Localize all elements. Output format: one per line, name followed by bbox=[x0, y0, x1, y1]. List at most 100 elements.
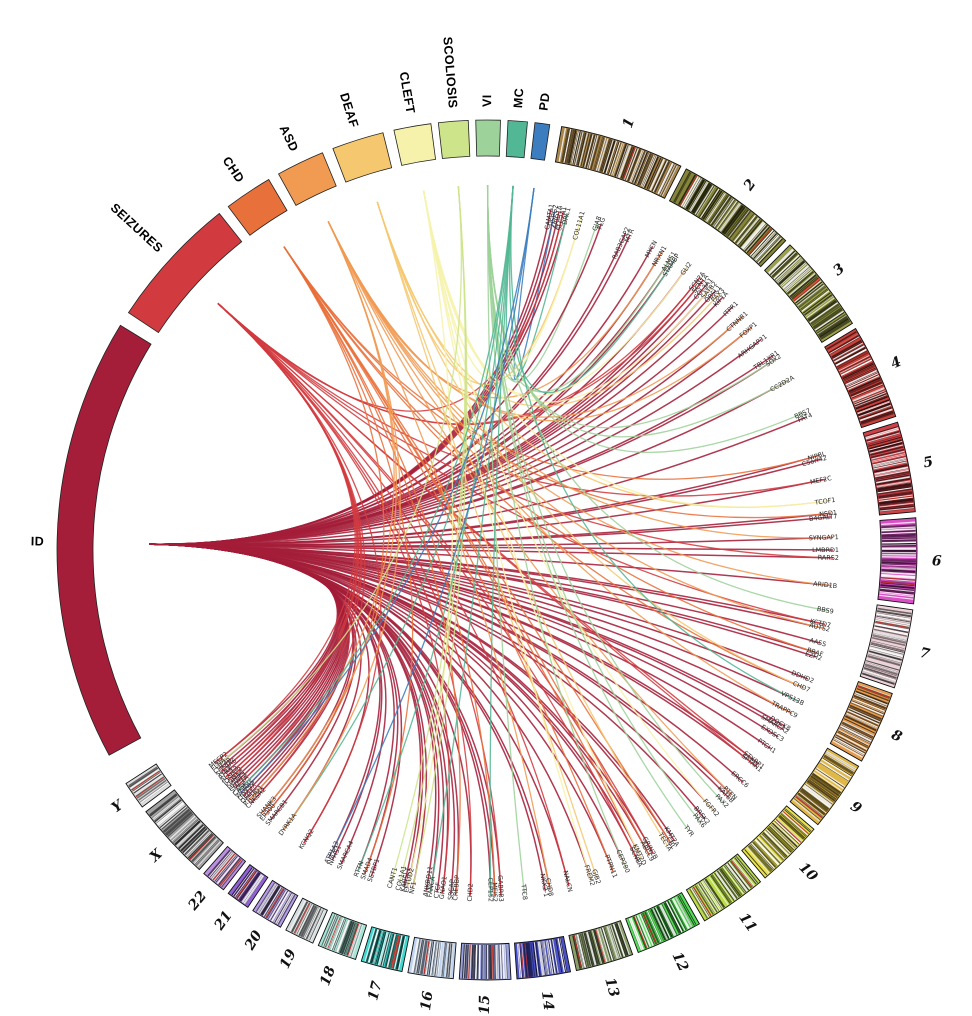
chromosome-band bbox=[659, 904, 676, 936]
chromosome-band bbox=[667, 900, 685, 932]
link-CLEFT-FREM2 bbox=[422, 190, 592, 881]
phenotype-label-VI: VI bbox=[480, 94, 494, 107]
chromosome-band bbox=[806, 782, 835, 803]
chromosome-band bbox=[624, 147, 638, 181]
chromosome-band bbox=[574, 131, 584, 166]
chromosome-band bbox=[521, 943, 526, 978]
chromosome-band bbox=[881, 572, 916, 576]
chromosome-label-21: 21 bbox=[211, 908, 236, 934]
chromosome-band bbox=[444, 943, 450, 978]
chromosome-band bbox=[861, 672, 895, 685]
chromosome-band bbox=[835, 735, 866, 753]
link-CLEFT-SATB2 bbox=[422, 190, 713, 403]
chromosome-band bbox=[599, 928, 611, 962]
chromosome-band bbox=[792, 799, 820, 822]
chromosome-band bbox=[735, 856, 758, 884]
chromosome-band bbox=[759, 835, 784, 861]
chromosome-band bbox=[235, 870, 257, 899]
chromosome-band bbox=[166, 812, 193, 836]
chromosome-band bbox=[669, 899, 687, 931]
chromosome-band bbox=[808, 300, 837, 322]
chromosome-band bbox=[867, 653, 901, 664]
chromosome-band bbox=[692, 183, 712, 214]
chromosome-band bbox=[881, 538, 916, 541]
chromosome-band bbox=[628, 149, 642, 182]
chromosome-band bbox=[741, 222, 765, 249]
chromosome-band bbox=[857, 686, 890, 699]
chromosome-band bbox=[728, 861, 751, 890]
chromosome-band bbox=[472, 944, 475, 979]
chromosome-band bbox=[615, 923, 628, 956]
chromosome-band bbox=[684, 178, 703, 209]
chromosome-band bbox=[755, 235, 780, 261]
chromosome-band bbox=[625, 148, 640, 181]
link-SEIZURES-KCTD7 bbox=[217, 302, 826, 625]
chromosome-band bbox=[815, 311, 844, 331]
chromosome-band bbox=[848, 377, 881, 393]
chromosome-band bbox=[652, 160, 668, 192]
chromosome-band bbox=[397, 936, 406, 970]
chromosome-band bbox=[874, 466, 909, 475]
chromosome-band bbox=[386, 933, 396, 968]
chromosome-band bbox=[749, 844, 773, 872]
chromosome-band bbox=[442, 942, 448, 977]
chromosome-band bbox=[867, 436, 902, 447]
chromosome-band bbox=[881, 521, 916, 526]
chromosome-band bbox=[473, 944, 476, 979]
chromosome-band bbox=[542, 941, 548, 975]
chromosome-band bbox=[881, 537, 916, 540]
chromosome-band bbox=[794, 280, 822, 303]
chromosome-band bbox=[880, 507, 914, 512]
chromosome-band bbox=[498, 944, 501, 979]
chromosome-band bbox=[617, 145, 630, 178]
chromosome-band bbox=[189, 834, 214, 860]
chromosome-band bbox=[785, 268, 812, 292]
chromosome-band bbox=[778, 815, 805, 840]
chromosome-band bbox=[394, 935, 403, 970]
chromosome-band bbox=[876, 613, 911, 621]
chromosome-band bbox=[387, 934, 397, 968]
chromosome-band bbox=[435, 942, 441, 977]
chromosome-band bbox=[737, 218, 760, 245]
chromosome-band bbox=[846, 371, 878, 387]
chromosome-band bbox=[853, 695, 886, 709]
chromosome-band bbox=[749, 229, 774, 257]
chromosome-band bbox=[231, 867, 253, 896]
chromosome-band bbox=[756, 837, 781, 864]
chromosome-band bbox=[395, 935, 405, 970]
chromosome-band bbox=[881, 534, 916, 537]
chromosome-band bbox=[185, 831, 211, 857]
gene-label-NF1: NF1 bbox=[408, 881, 419, 895]
phenotype-label-PD: PD bbox=[536, 92, 552, 112]
chromosome-band bbox=[879, 498, 913, 504]
chromosome-band bbox=[873, 464, 908, 473]
chromosome-band bbox=[642, 155, 658, 188]
chromosome-band bbox=[877, 487, 912, 495]
chromosome-band bbox=[714, 199, 736, 228]
chromosome-band bbox=[639, 913, 655, 946]
chromosome-band bbox=[273, 892, 292, 923]
chromosome-band bbox=[856, 688, 889, 702]
chromosome-band bbox=[871, 453, 906, 462]
chromosome-band bbox=[588, 931, 599, 965]
chromosome-band bbox=[866, 659, 900, 671]
chromosome-band bbox=[872, 458, 907, 467]
chromosome-band bbox=[671, 898, 689, 930]
chromosome-band bbox=[185, 830, 210, 856]
chromosome-band bbox=[843, 718, 876, 734]
chromosome-band bbox=[590, 135, 601, 170]
chromosome-band bbox=[585, 932, 596, 966]
chromosome-band bbox=[881, 569, 916, 572]
chromosome-band bbox=[381, 932, 391, 967]
chromosome-band bbox=[704, 878, 725, 908]
chromosome-band bbox=[654, 161, 670, 193]
chromosome-band bbox=[802, 786, 831, 808]
chromosome-band bbox=[701, 881, 721, 911]
chromosome-band bbox=[840, 724, 872, 741]
chromosome-band bbox=[663, 902, 681, 934]
chromosome-band bbox=[797, 284, 825, 307]
chromosome-band bbox=[275, 893, 294, 924]
chromosome-band bbox=[234, 869, 256, 898]
chromosome-band bbox=[881, 571, 916, 575]
chromosome-band bbox=[634, 151, 648, 184]
